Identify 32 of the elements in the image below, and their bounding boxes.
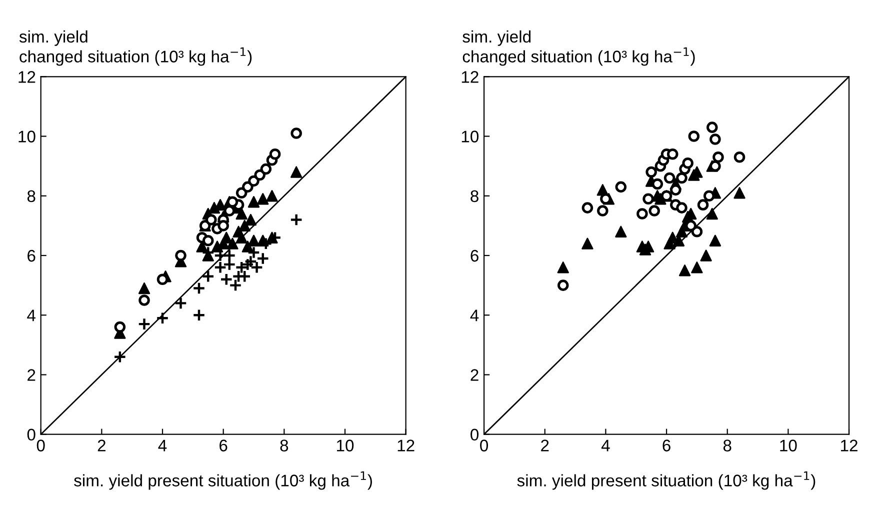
x-tick-label: 12 (841, 440, 858, 452)
x-tick-label: 4 (158, 440, 167, 452)
x-tick-label: 10 (336, 440, 354, 452)
y-tick-label: 12 (462, 71, 478, 83)
y-tick-label: 4 (27, 310, 36, 322)
x-axis-title: sim. yield present situation (10³ kg ha$^{−1}$) (74, 471, 372, 490)
x-tick-label: 2 (541, 440, 549, 452)
x-tick-label: 0 (36, 440, 45, 452)
y-tick-label: 10 (18, 130, 36, 142)
y-tick-label: 0 (470, 428, 479, 441)
y-tick-label: 8 (470, 190, 478, 202)
y-axis-title: sim. yield changed situation (10³ kg ha$^{−1}$) (462, 30, 695, 66)
x-tick-label: 6 (220, 440, 228, 452)
x-tick-label: 8 (280, 440, 288, 452)
x-axis-title: sim. yield present situation (10³ kg ha$^{−1}$) (517, 471, 816, 490)
x-tick-label: 10 (780, 440, 797, 452)
x-tick-label: 12 (398, 440, 414, 452)
x-tick-label: 6 (662, 440, 670, 452)
x-tick-label: 8 (723, 440, 732, 452)
y-tick-label: 0 (27, 428, 36, 441)
y-tick-label: 10 (462, 130, 479, 142)
y-tick-label: 2 (470, 369, 478, 381)
y-tick-label: 12 (18, 71, 36, 83)
x-tick-label: 0 (480, 440, 488, 452)
y-tick-label: 6 (28, 250, 36, 262)
y-axis-title: sim. yield changed situation (10³ kg ha$^{−1}$) (19, 30, 252, 66)
y-tick-label: 2 (28, 369, 36, 381)
x-tick-label: 2 (98, 440, 106, 452)
y-tick-label: 4 (470, 310, 479, 322)
x-tick-label: 4 (601, 440, 610, 452)
y-tick-label: 6 (470, 250, 478, 262)
y-tick-label: 8 (27, 190, 36, 202)
